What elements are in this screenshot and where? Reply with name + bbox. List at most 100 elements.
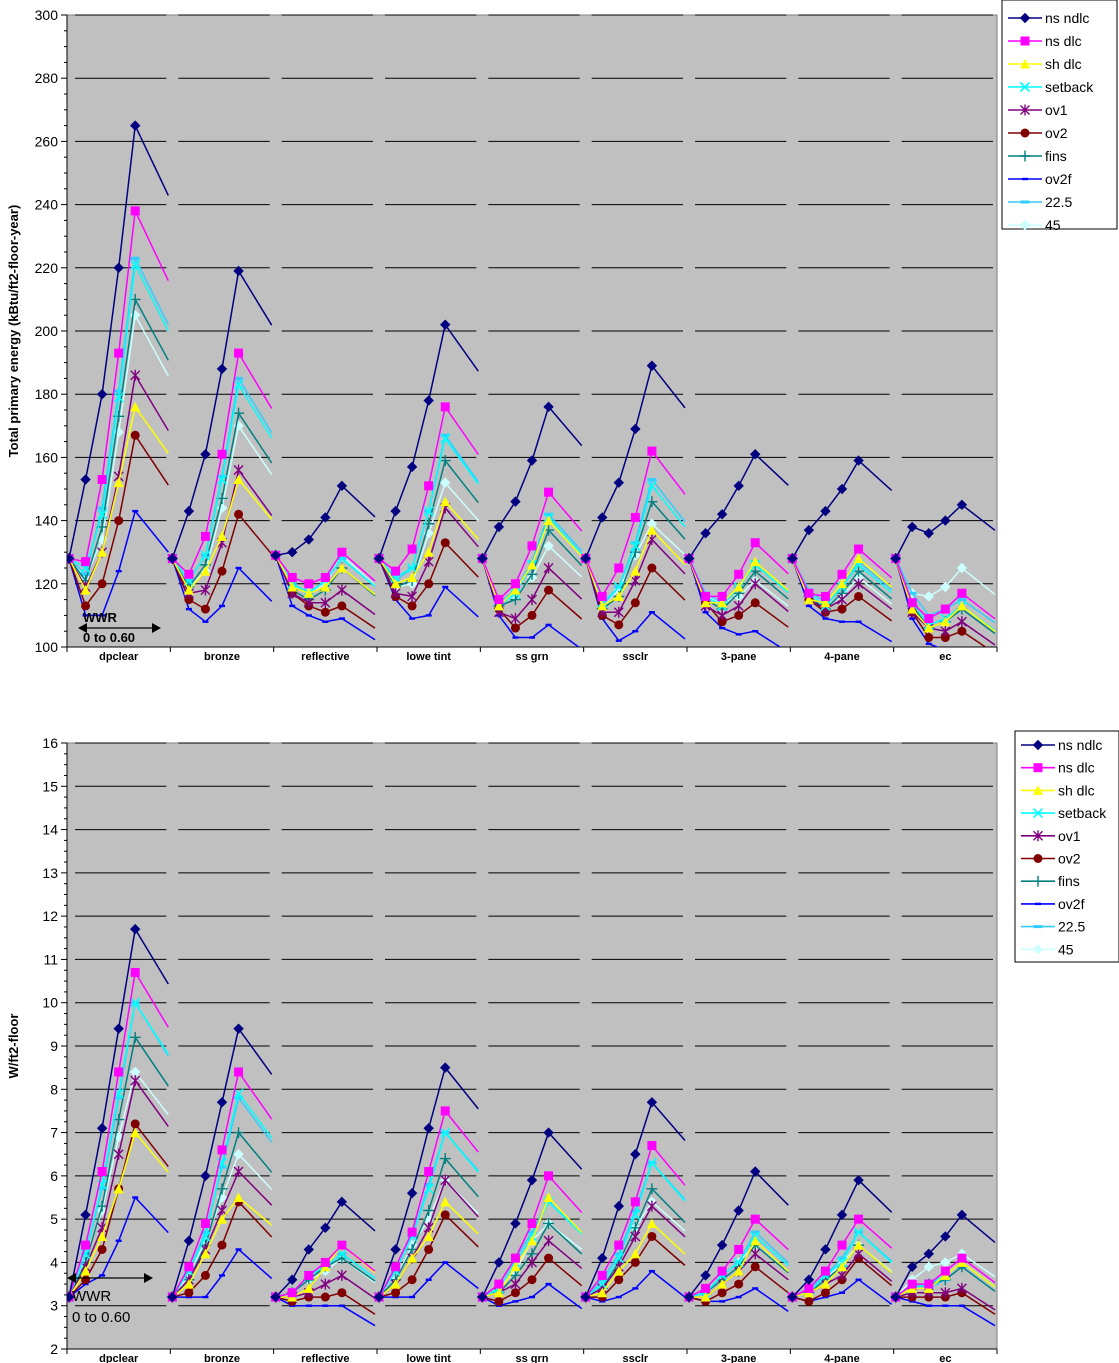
data-point (390, 1244, 401, 1255)
legend-box (1014, 730, 1119, 963)
data-point (184, 569, 194, 579)
data-point (716, 509, 728, 520)
data-point (493, 600, 504, 611)
legend-item-ns-dlc: ns dlc (1008, 33, 1082, 49)
data-point (115, 1239, 122, 1242)
data-point (957, 588, 967, 598)
data-point (647, 1141, 657, 1151)
data-point (646, 360, 658, 371)
wwr-arrow-left (78, 623, 87, 633)
data-point (733, 581, 744, 592)
data-point (853, 455, 864, 466)
data-point (923, 1261, 934, 1272)
data-point (336, 1196, 348, 1208)
category-label-lowe-tint: lowe tint (406, 651, 451, 663)
data-point (337, 547, 347, 557)
series-line (68, 433, 169, 608)
series-line (791, 1178, 893, 1298)
data-point (96, 1200, 108, 1212)
data-point (130, 259, 141, 270)
category-label-reflective: reflective (301, 1353, 349, 1363)
data-point (630, 1257, 640, 1267)
series-line (68, 1196, 169, 1298)
series-line (585, 364, 686, 559)
data-point (839, 1291, 845, 1294)
data-point (183, 1279, 194, 1289)
data-point (270, 550, 281, 561)
category-label-4-pane: 4-pane (824, 651, 859, 663)
data-point (130, 120, 141, 131)
data-point (442, 1261, 449, 1264)
data-point (750, 1248, 761, 1260)
series-line (585, 1204, 686, 1298)
data-point (442, 585, 449, 589)
data-point (854, 1214, 864, 1224)
data-point (545, 623, 552, 627)
data-point (630, 512, 640, 522)
data-point (820, 597, 831, 608)
data-point (200, 584, 211, 596)
data-point (81, 557, 91, 567)
data-point (940, 1266, 950, 1276)
data-point (216, 363, 228, 375)
data-point (646, 1183, 658, 1195)
data-point (820, 1288, 830, 1298)
data-point (526, 568, 538, 580)
legend-label: ov2 (1045, 125, 1068, 141)
data-point (200, 1170, 211, 1182)
data-point (219, 604, 225, 608)
data-point (923, 1248, 934, 1259)
legend-label: ns dlc (1045, 33, 1082, 49)
data-point (305, 1304, 312, 1307)
data-point (958, 1304, 965, 1307)
data-point (527, 1275, 537, 1285)
data-point (750, 449, 761, 460)
data-point (82, 614, 89, 617)
series-line (378, 1065, 479, 1298)
legend-item-ov2f: ov2f (1021, 896, 1085, 912)
data-point (717, 591, 727, 601)
series-layer (67, 923, 996, 1327)
series-line (68, 122, 169, 559)
data-point (959, 652, 965, 654)
legend-label: 22.5 (1045, 194, 1072, 210)
data-point (750, 578, 761, 590)
data-point (233, 1088, 244, 1099)
data-point (527, 1218, 537, 1228)
data-point (543, 1192, 554, 1202)
data-point (113, 410, 125, 422)
x-categories: dpclear bronze reflective lowe tint ss grn ss… (66, 1349, 998, 1363)
data-point (287, 1288, 297, 1298)
data-point (804, 1296, 814, 1306)
data-point (494, 1279, 504, 1289)
data-point (836, 483, 848, 495)
data-point (407, 572, 418, 582)
data-point (854, 544, 864, 554)
legend-item-ov2f: ov2f (1008, 171, 1072, 187)
series-line (378, 322, 479, 559)
data-point (184, 1262, 194, 1272)
data-point (440, 433, 450, 437)
wwr-range-label: 0 to 0.60 (83, 630, 135, 645)
series-line (68, 926, 169, 1298)
data-point (942, 1304, 949, 1307)
data-point (837, 569, 847, 579)
data-point (543, 401, 554, 413)
data-point (614, 1275, 624, 1285)
data-point (716, 1239, 728, 1251)
data-point (733, 1266, 744, 1276)
data-point (734, 1244, 744, 1254)
data-point (956, 600, 967, 611)
data-point (803, 594, 814, 605)
data-point (270, 1291, 281, 1303)
data-point (940, 1231, 951, 1242)
series-line (689, 1239, 789, 1298)
legend-item-45: 45 (1008, 217, 1061, 233)
series-line (584, 538, 686, 613)
data-point (303, 1244, 314, 1255)
series-line (171, 468, 273, 595)
data-point (423, 506, 434, 517)
data-point (940, 515, 951, 526)
data-point (97, 579, 107, 589)
data-point (629, 546, 641, 558)
